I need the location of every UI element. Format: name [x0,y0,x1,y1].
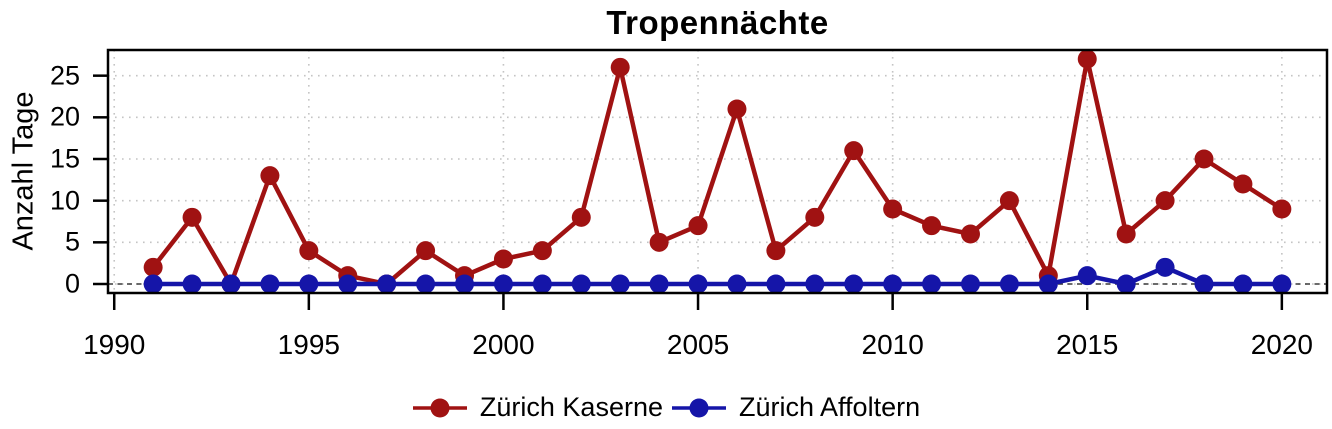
data-point-zurich-kaserne [493,249,513,269]
data-point-zurich-affoltern [1116,274,1136,294]
data-point-zurich-affoltern [532,274,552,294]
data-point-zurich-affoltern [221,274,241,294]
data-point-zurich-affoltern [416,274,436,294]
data-point-zurich-affoltern [1233,274,1253,294]
x-tick-label: 2020 [1250,329,1313,360]
data-point-zurich-kaserne [532,241,552,261]
data-point-zurich-affoltern [493,274,513,294]
data-point-zurich-kaserne [999,191,1019,211]
data-point-zurich-affoltern [1194,274,1214,294]
y-tick-label: 20 [49,101,80,132]
data-point-zurich-affoltern [338,274,358,294]
data-point-zurich-kaserne [1272,199,1292,219]
legend: Zürich Kaserne Zürich Affoltern [0,392,1332,423]
data-point-zurich-affoltern [883,274,903,294]
data-point-zurich-affoltern [1038,274,1058,294]
x-tick-label: 2000 [472,329,535,360]
data-point-zurich-kaserne [1155,191,1175,211]
data-point-zurich-affoltern [688,274,708,294]
data-point-zurich-affoltern [766,274,786,294]
data-point-zurich-affoltern [182,274,202,294]
y-tick-label: 10 [49,185,80,216]
legend-marker-icon [412,398,467,417]
data-point-zurich-kaserne [416,241,436,261]
data-point-zurich-affoltern [143,274,163,294]
data-point-zurich-kaserne [883,199,903,219]
data-point-zurich-kaserne [260,166,280,186]
x-tick-label: 1990 [83,329,146,360]
y-tick-label: 25 [49,60,80,91]
series-line-zurich-kaserne [150,56,1285,287]
data-point-zurich-kaserne [766,241,786,261]
x-tick-label: 2010 [861,329,924,360]
data-point-zurich-kaserne [610,57,630,77]
legend-item-zurich-affoltern: Zürich Affoltern [671,392,920,423]
y-tick-label: 0 [64,268,80,299]
data-point-zurich-kaserne [727,99,747,119]
data-point-zurich-kaserne [571,207,591,227]
legend-item-zurich-kaserne: Zürich Kaserne [412,392,663,423]
legend-label: Zürich Kaserne [479,392,663,422]
plot-border [106,48,1329,295]
data-point-zurich-affoltern [960,274,980,294]
data-point-zurich-affoltern [1155,257,1175,277]
data-point-zurich-affoltern [455,274,475,294]
data-point-zurich-affoltern [260,274,280,294]
data-point-zurich-kaserne [922,216,942,236]
data-point-zurich-kaserne [960,224,980,244]
data-point-zurich-affoltern [571,274,591,294]
data-point-zurich-kaserne [844,141,864,161]
legend-marker-icon [672,398,726,417]
chart-title: Tropennächte [606,4,829,41]
data-point-zurich-kaserne [1194,149,1214,169]
data-point-zurich-kaserne [299,241,319,261]
data-point-zurich-kaserne [1077,49,1097,69]
data-point-zurich-kaserne [805,207,825,227]
data-point-zurich-kaserne [688,216,708,236]
x-tick-label: 1995 [277,329,340,360]
data-point-zurich-affoltern [999,274,1019,294]
data-point-zurich-kaserne [649,232,669,252]
y-tick-label: 15 [49,143,80,174]
data-point-zurich-affoltern [844,274,864,294]
data-point-zurich-affoltern [299,274,319,294]
data-point-zurich-affoltern [1272,274,1292,294]
y-tick-label: 5 [64,226,80,257]
data-point-zurich-kaserne [143,257,163,277]
legend-label: Zürich Affoltern [739,392,921,422]
series-line-zurich-affoltern [150,265,1285,287]
data-point-zurich-kaserne [1233,174,1253,194]
data-point-zurich-affoltern [649,274,669,294]
data-point-zurich-affoltern [727,274,747,294]
data-point-zurich-affoltern [1077,266,1097,286]
data-point-zurich-affoltern [922,274,942,294]
data-point-zurich-affoltern [377,274,397,294]
data-point-zurich-kaserne [182,207,202,227]
data-point-zurich-affoltern [805,274,825,294]
data-point-zurich-kaserne [1116,224,1136,244]
x-tick-label: 2015 [1056,329,1119,360]
x-tick-label: 2005 [666,329,730,360]
data-point-zurich-affoltern [610,274,630,294]
